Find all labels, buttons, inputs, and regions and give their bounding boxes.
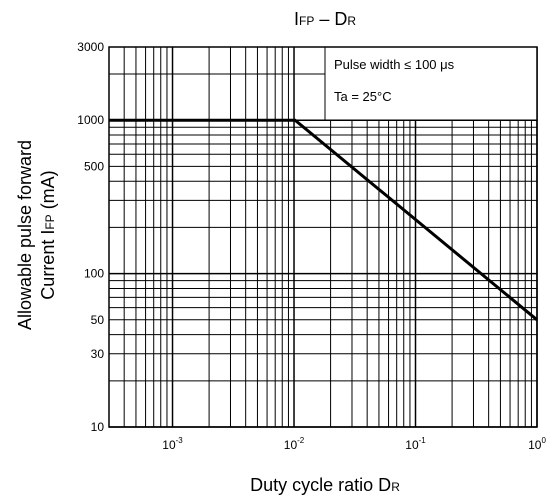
chart-title-main: I — [294, 9, 299, 29]
x-tick-exp: -1 — [419, 436, 427, 445]
x-tick-label: 100 — [528, 436, 546, 452]
chart-title-dash: – D — [314, 9, 347, 29]
series-line — [109, 118, 538, 321]
x-axis-label: Duty cycle ratio DR — [250, 475, 400, 495]
x-tick-exp: -3 — [176, 436, 184, 445]
y-axis-label: Allowable pulse forward Current IFP (mA) — [15, 140, 58, 330]
y-tick-labels: 3000 1000 500 100 50 30 10 — [77, 40, 104, 434]
y-tick-label: 30 — [91, 347, 105, 361]
chart-title-sub: FP — [299, 14, 314, 28]
y-axis-label-line2-sub: FP — [43, 214, 57, 229]
x-tick-base: 10 — [162, 438, 176, 452]
x-tick-exp: -2 — [297, 436, 305, 445]
x-tick-label: 10-3 — [162, 436, 183, 452]
x-axis-label-sub: R — [391, 480, 400, 494]
y-tick-label: 10 — [91, 420, 105, 434]
y-tick-label: 50 — [91, 313, 105, 327]
annotation-pulse-width: Pulse width ≤ 100 μs — [334, 57, 455, 72]
chart-title-sub2: R — [347, 14, 356, 28]
y-axis-label-line2-a: Current I — [38, 230, 58, 300]
y-tick-label: 1000 — [77, 113, 104, 127]
x-tick-base: 10 — [284, 438, 298, 452]
annotation-ambient-temp: Ta = 25°C — [334, 89, 392, 104]
y-tick-label: 100 — [84, 267, 104, 281]
y-axis-label-line1: Allowable pulse forward — [15, 140, 35, 330]
y-tick-label: 3000 — [77, 40, 104, 54]
y-tick-label: 500 — [84, 159, 104, 173]
x-tick-labels: 10-3 10-2 10-1 100 — [162, 436, 546, 452]
annotation-box: Pulse width ≤ 100 μs Ta = 25°C — [324, 46, 538, 121]
chart-title: IFP – DR — [294, 9, 356, 29]
plot-frame — [108, 46, 538, 428]
x-axis-label-main: Duty cycle ratio D — [250, 475, 391, 495]
x-tick-base: 10 — [405, 438, 419, 452]
grid — [108, 46, 538, 428]
x-tick-exp: 0 — [541, 436, 546, 445]
x-tick-label: 10-2 — [284, 436, 305, 452]
y-axis-label-line2-b: (mA) — [38, 170, 58, 214]
x-tick-label: 10-1 — [405, 436, 426, 452]
x-tick-base: 10 — [528, 438, 542, 452]
y-axis-label-line2: Current IFP (mA) — [38, 170, 58, 299]
